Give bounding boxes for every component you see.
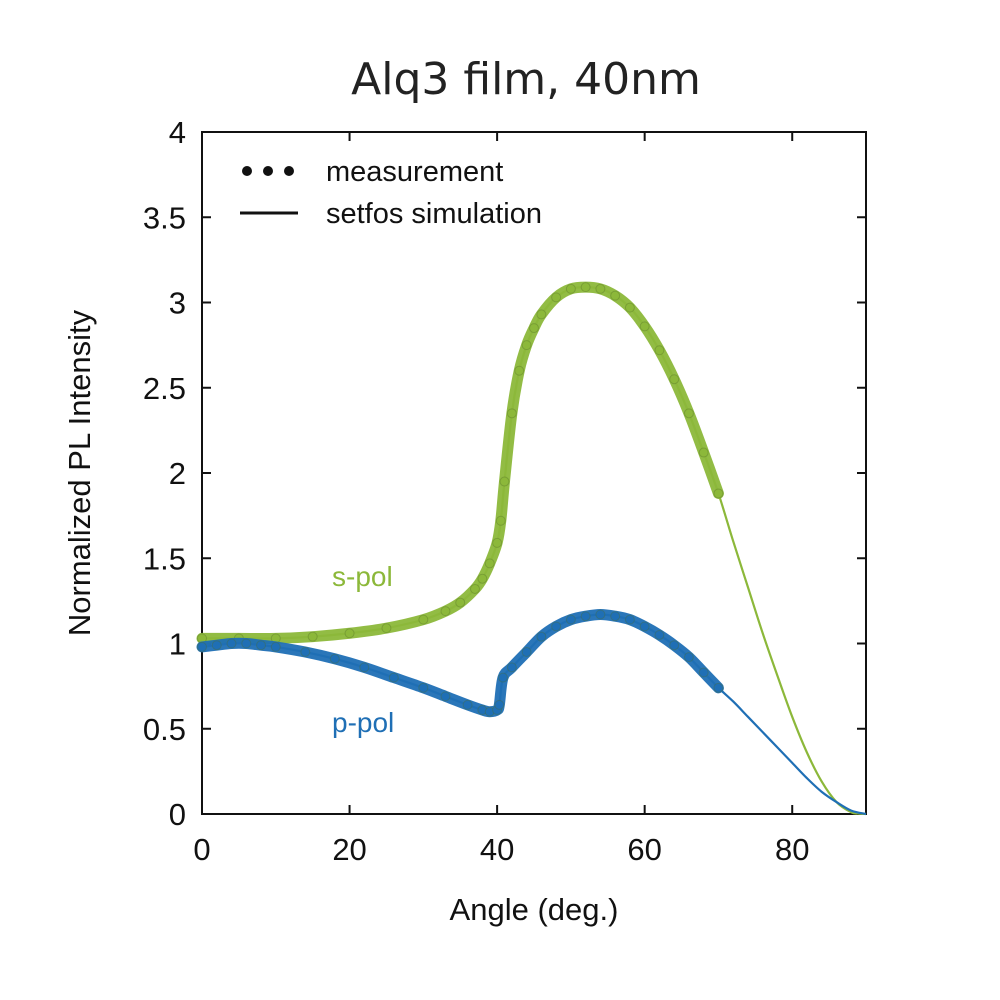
- data-point-p-pol: [211, 640, 222, 651]
- data-point-s-pol: [469, 583, 480, 594]
- data-point-p-pol: [624, 614, 635, 625]
- y-tick-label: 1: [169, 627, 186, 662]
- data-point-s-pol: [477, 573, 488, 584]
- x-tick-label: 0: [193, 832, 210, 867]
- data-point-s-pol: [639, 321, 650, 332]
- data-point-p-pol: [521, 647, 532, 658]
- data-point-s-pol: [307, 631, 318, 642]
- y-tick-label: 3: [169, 286, 186, 321]
- data-point-s-pol: [654, 345, 665, 356]
- y-tick-label: 2: [169, 456, 186, 491]
- data-point-p-pol: [494, 699, 505, 710]
- legend-entry-measurement: measurement: [242, 156, 503, 188]
- data-point-s-pol: [624, 302, 635, 313]
- x-tick-label: 20: [332, 832, 366, 867]
- data-point-s-pol: [580, 282, 591, 293]
- data-point-p-pol: [639, 621, 650, 632]
- series-layer: [196, 281, 867, 816]
- legend-dot-marker: [242, 166, 252, 176]
- data-point-p-pol: [226, 638, 237, 649]
- data-point-p-pol: [256, 640, 267, 651]
- data-point-s-pol: [506, 408, 517, 419]
- data-point-p-pol: [654, 629, 665, 640]
- data-point-s-pol: [536, 309, 547, 320]
- data-point-s-pol: [492, 537, 503, 548]
- legend-entry-simulation: setfos simulation: [240, 198, 542, 230]
- data-point-p-pol: [580, 611, 591, 622]
- data-point-p-pol: [300, 647, 311, 658]
- data-point-s-pol: [610, 290, 621, 301]
- data-point-s-pol: [381, 623, 392, 634]
- data-point-s-pol: [595, 283, 606, 294]
- data-point-p-pol: [440, 691, 451, 702]
- x-tick-label: 60: [627, 832, 661, 867]
- data-point-s-pol: [440, 606, 451, 617]
- data-point-s-pol: [669, 374, 680, 385]
- data-point-p-pol: [683, 652, 694, 663]
- data-point-p-pol: [359, 662, 370, 673]
- data-point-p-pol: [197, 641, 207, 652]
- data-point-p-pol: [498, 672, 509, 683]
- data-point-s-pol: [529, 323, 539, 334]
- y-axis: 0 0.5 1 1.5 2 2.5 3 3.5 4: [143, 115, 866, 832]
- data-point-s-pol: [495, 515, 506, 526]
- data-point-s-pol: [565, 283, 576, 294]
- data-point-s-pol: [683, 408, 694, 419]
- data-point-p-pol: [270, 641, 281, 652]
- x-tick-label: 80: [775, 832, 809, 867]
- y-tick-label: 3.5: [143, 200, 186, 235]
- data-point-p-pol: [536, 631, 547, 642]
- legend-label-simulation: setfos simulation: [326, 198, 542, 230]
- data-point-s-pol: [484, 558, 495, 569]
- y-tick-label: 0: [169, 797, 186, 832]
- legend-dot-marker: [263, 166, 273, 176]
- data-point-s-pol: [521, 340, 532, 351]
- data-point-s-pol: [551, 292, 562, 303]
- y-axis-label: Normalized PL Intensity: [62, 309, 97, 636]
- data-point-s-pol: [514, 365, 525, 376]
- data-point-p-pol: [506, 662, 517, 673]
- data-point-p-pol: [595, 609, 606, 620]
- chart-title: Alq3 film, 40nm: [351, 54, 701, 105]
- x-axis: 0 20 40 60 80: [193, 132, 809, 867]
- data-point-p-pol: [610, 611, 621, 622]
- data-point-p-pol: [388, 672, 399, 683]
- data-point-s-pol: [455, 597, 466, 608]
- data-point-p-pol: [713, 682, 724, 693]
- data-point-p-pol: [669, 640, 680, 651]
- data-point-p-pol: [551, 621, 562, 632]
- y-tick-label: 0.5: [143, 712, 186, 747]
- data-point-p-pol: [698, 667, 709, 678]
- data-point-p-pol: [418, 682, 429, 693]
- data-point-s-pol: [418, 614, 429, 625]
- data-point-s-pol: [344, 628, 355, 639]
- data-point-p-pol: [565, 614, 576, 625]
- data-point-s-pol: [713, 488, 724, 499]
- y-tick-label: 2.5: [143, 371, 186, 406]
- legend: measurement setfos simulation: [240, 156, 542, 230]
- y-tick-label: 4: [169, 115, 186, 150]
- series-label-s-pol: s-pol: [332, 561, 393, 592]
- data-point-p-pol: [462, 699, 473, 710]
- legend-label-measurement: measurement: [326, 156, 503, 188]
- plot-area: [201, 131, 867, 815]
- data-point-p-pol: [241, 638, 252, 649]
- x-axis-label: Angle (deg.): [450, 892, 619, 927]
- data-point-s-pol: [698, 447, 709, 458]
- y-tick-label: 1.5: [143, 541, 186, 576]
- x-tick-label: 40: [480, 832, 514, 867]
- data-point-p-pol: [329, 653, 340, 664]
- plot-frame: [201, 131, 867, 815]
- measurement-band-s-pol: [196, 281, 724, 645]
- legend-dot-marker: [284, 166, 294, 176]
- data-point-s-pol: [499, 476, 510, 487]
- series-label-p-pol: p-pol: [332, 707, 394, 738]
